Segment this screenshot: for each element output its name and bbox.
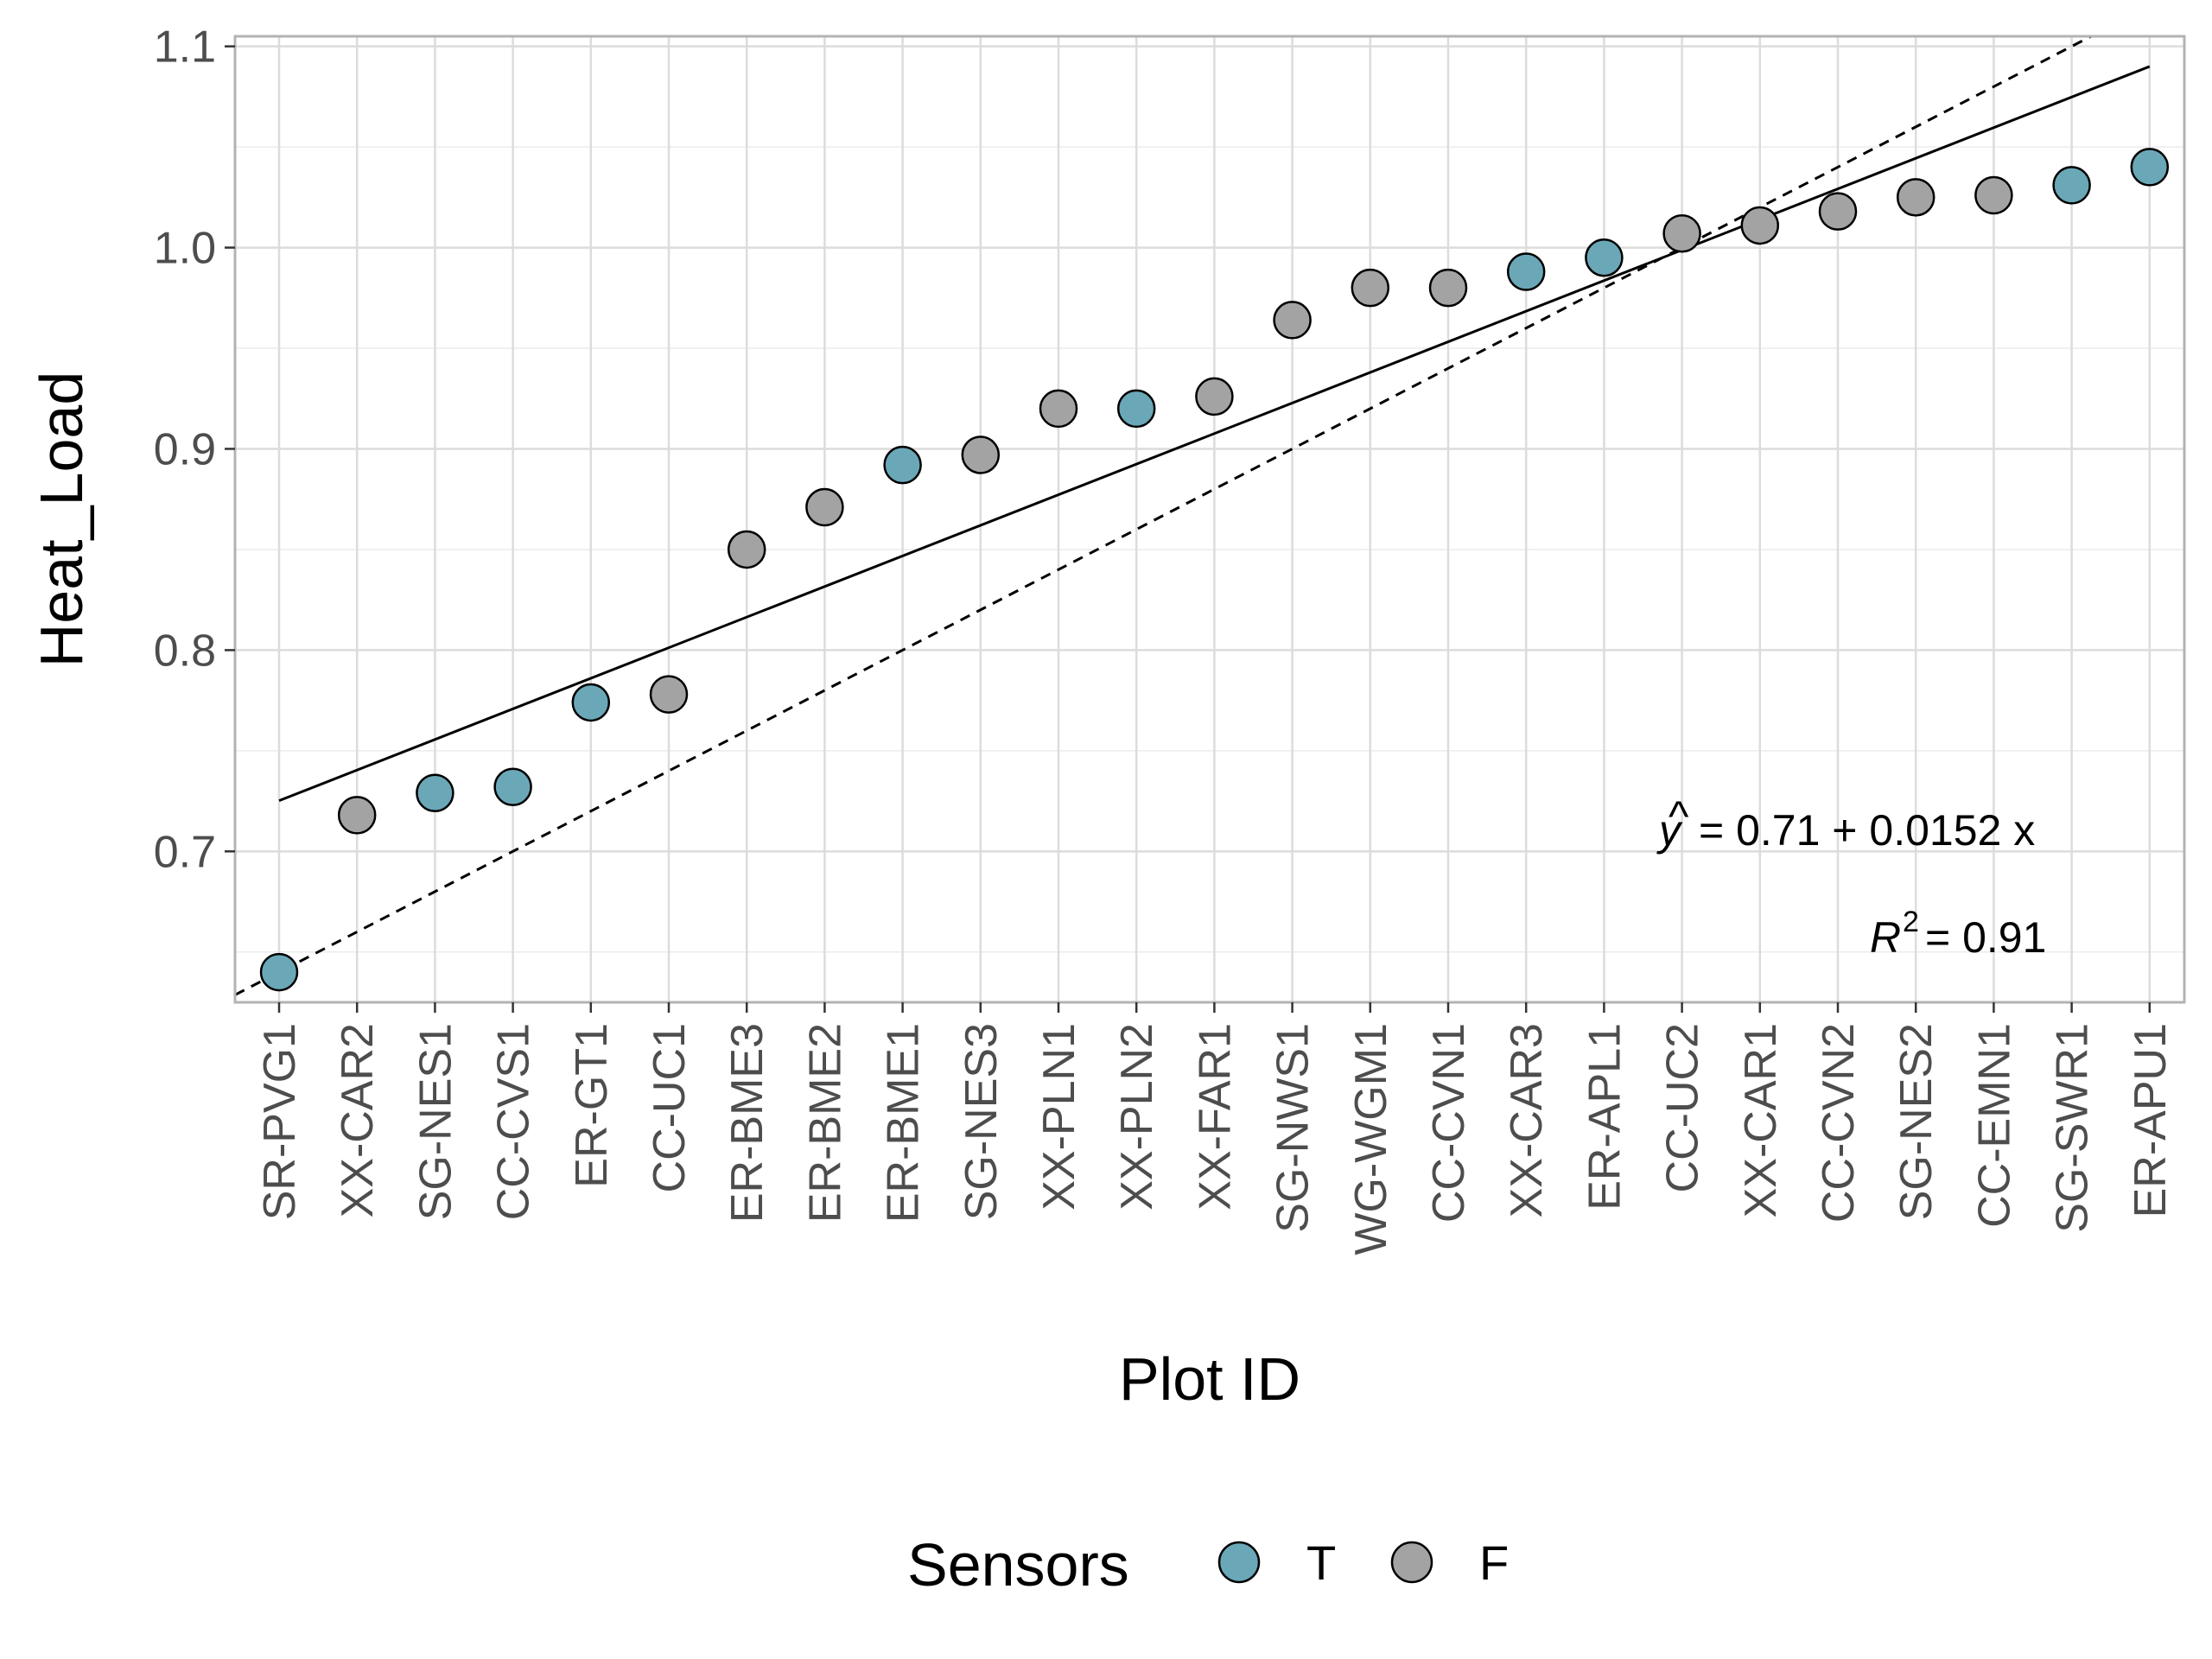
data-point [1506, 252, 1546, 291]
data-point [1896, 178, 1936, 217]
data-points [259, 148, 2170, 992]
r-squared-value: = 0.91 [1925, 913, 2046, 962]
r-exponent: 2 [1903, 906, 1919, 938]
data-point [493, 767, 532, 807]
x-tick-label: SG-NES2 [1891, 1023, 1942, 1220]
data-point [337, 796, 377, 835]
y-axis-title: Heat_Load [28, 372, 95, 668]
data-point [416, 773, 454, 813]
data-point [2052, 166, 2091, 205]
x-tick-label: CC-CVN1 [1424, 1023, 1474, 1223]
legend-title: Sensors [907, 1531, 1129, 1599]
data-point [2130, 148, 2170, 187]
x-tick-label: SG-NWS1 [1268, 1023, 1319, 1233]
plot-border [233, 35, 2186, 1004]
y-axis-ticks: 0.7 0.8 0.9 1.0 1.1 [154, 22, 235, 877]
regression-equation: ^ y = 0.71 + 0.0152 x [1656, 792, 2035, 855]
x-tick-label: ER-BME2 [800, 1023, 850, 1223]
data-point [1351, 268, 1390, 308]
x-tick-label: XX-CAR1 [1736, 1023, 1786, 1217]
data-point [1428, 268, 1468, 308]
y-tick-label: 0.8 [154, 626, 216, 676]
data-point [1039, 389, 1078, 429]
fit-line [278, 65, 2151, 803]
data-point [571, 683, 611, 722]
y-tick-label: 1.1 [154, 22, 216, 73]
y-tick-label: 0.7 [154, 827, 216, 877]
x-tick-label: ER-APU1 [2126, 1023, 2176, 1217]
data-point [727, 530, 766, 569]
y-tick-label: 1.0 [154, 224, 216, 274]
identity-line [235, 36, 2094, 996]
y-hat-variable: y [1656, 806, 1683, 855]
r-symbol: R [1870, 913, 1901, 962]
legend-label-t: T [1306, 1535, 1336, 1590]
x-tick-label: ER-BME3 [722, 1023, 772, 1223]
x-tick-label: ER-APL1 [1580, 1023, 1630, 1211]
data-point [1662, 214, 1701, 253]
data-point [805, 487, 844, 527]
data-point [1273, 301, 1312, 340]
x-tick-label: CC-CVS1 [489, 1023, 539, 1220]
data-point [649, 675, 689, 714]
x-tick-label: WG-WGM1 [1346, 1023, 1396, 1255]
legend-key-t [1217, 1541, 1261, 1584]
x-tick-label: SR-PVG1 [255, 1023, 305, 1220]
x-tick-label: XX-PLN1 [1034, 1023, 1084, 1211]
data-point [1585, 238, 1624, 277]
x-tick-label: CC-UC2 [1658, 1023, 1708, 1192]
data-point [1818, 192, 1858, 231]
legend: Sensors T F [907, 1531, 1509, 1599]
x-tick-label: XX-CAR2 [333, 1023, 383, 1217]
x-tick-label: CC-CVN2 [1814, 1023, 1864, 1223]
y-tick-label: 0.9 [154, 424, 216, 474]
x-tick-label: CC-EMN1 [1969, 1023, 2019, 1228]
data-point [1740, 206, 1780, 245]
data-point [883, 445, 922, 485]
x-tick-label: SG-NES1 [410, 1023, 461, 1220]
x-tick-label: ER-BME1 [879, 1023, 929, 1223]
data-point [961, 435, 1001, 474]
data-point [1195, 377, 1234, 416]
x-axis-ticks: SR-PVG1 XX-CAR2 SG-NES1 CC-CVS1 ER-GT1 CC-UC1… [255, 1002, 2176, 1255]
x-tick-label: XX-PLN2 [1112, 1023, 1162, 1211]
data-point [1974, 175, 2013, 215]
x-tick-label: SG-NES3 [957, 1023, 1007, 1220]
legend-label-f: F [1479, 1535, 1509, 1590]
data-point [1116, 389, 1156, 429]
x-tick-label: XX-FAR1 [1190, 1023, 1240, 1211]
equation-right-side: = 0.71 + 0.0152 x [1699, 806, 2035, 855]
x-tick-label: SG-SWR1 [2048, 1023, 2098, 1233]
x-tick-label: ER-GT1 [567, 1023, 617, 1188]
x-tick-label: XX-CAR3 [1502, 1023, 1552, 1217]
reference-lines [235, 36, 2151, 996]
data-point [259, 952, 299, 992]
plot-background [235, 36, 2184, 1002]
legend-key-f [1390, 1541, 1433, 1584]
r-squared-annotation: R 2 = 0.91 [1870, 906, 2046, 962]
x-tick-label: CC-UC1 [645, 1023, 695, 1192]
x-axis-title: Plot ID [1119, 1345, 1300, 1413]
y-hat-symbol: ^ [1668, 792, 1688, 841]
